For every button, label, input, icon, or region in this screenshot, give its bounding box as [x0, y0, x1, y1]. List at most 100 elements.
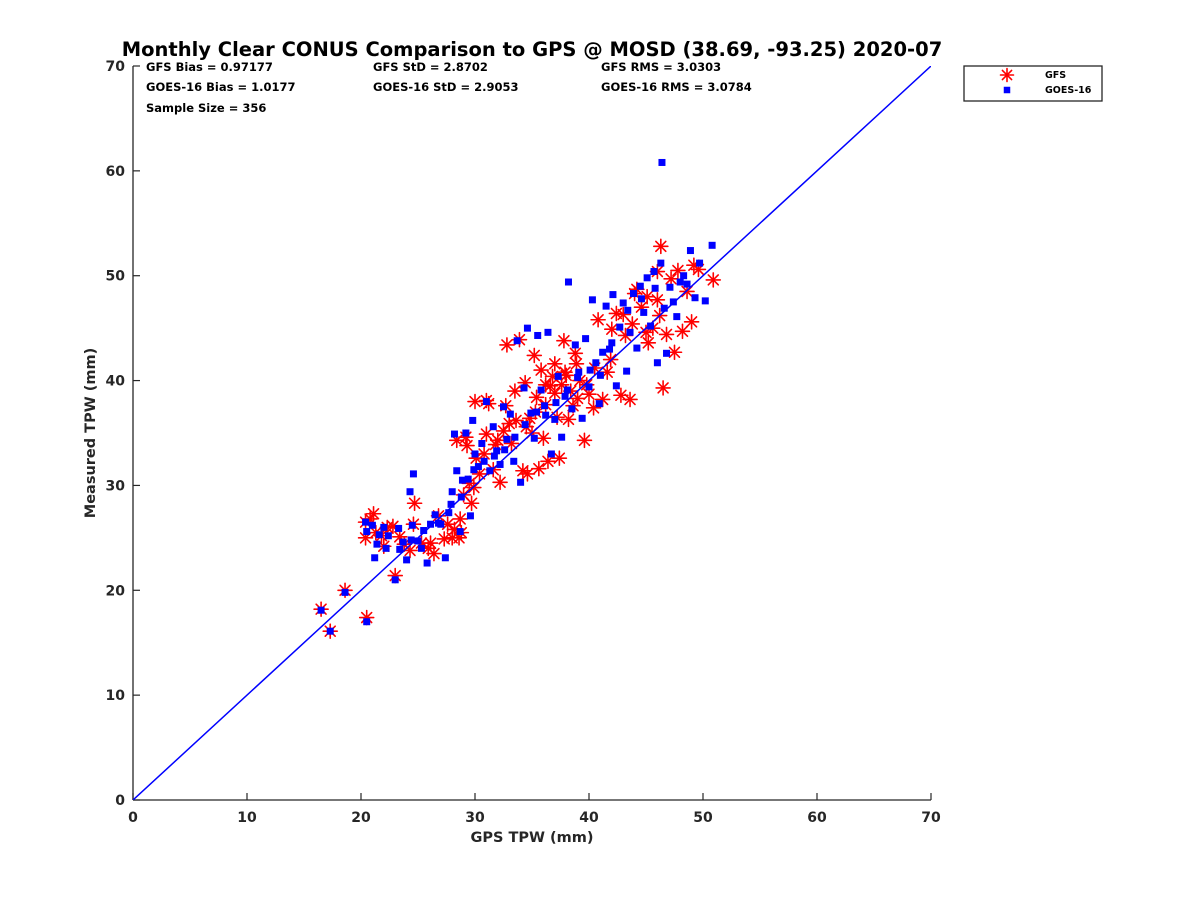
goes16-point — [585, 383, 593, 391]
goes16-point — [696, 259, 704, 267]
goes16-point — [482, 398, 490, 406]
sample-size-label: Sample Size = 356 — [146, 101, 266, 115]
legend-gfs-marker — [999, 67, 1015, 83]
x-tick-label: 0 — [128, 810, 138, 826]
goes16-point — [561, 392, 569, 400]
goes16-point — [608, 339, 616, 347]
gfs-point — [670, 262, 686, 279]
goes16-point — [636, 282, 644, 290]
ticks-layer: 0 10 20 30 40 50 60 70 0 10 20 30 40 50 60 70 — [106, 59, 941, 826]
y-axis-label: Measured TPW (mm) — [83, 348, 99, 518]
goes16-point — [606, 345, 614, 353]
data-layer — [133, 66, 931, 800]
goes16-point — [683, 280, 691, 288]
goes16-point — [616, 323, 624, 331]
gfs-point — [519, 466, 536, 482]
gfs-rms-label: GFS RMS = 3.0303 — [601, 60, 721, 74]
gfs-point — [653, 238, 669, 255]
gfs-point — [546, 355, 563, 372]
goes16-point — [457, 493, 465, 501]
goes16-point — [647, 322, 655, 330]
gfs-point — [655, 380, 671, 396]
gfs-point — [576, 432, 593, 449]
goes16-point — [542, 411, 550, 419]
goes16-point — [658, 158, 666, 166]
y-tick-label: 70 — [106, 59, 126, 75]
plot-area: 0 10 20 30 40 50 60 70 0 10 20 30 40 50 60 70 — [106, 59, 941, 826]
goes16-point — [643, 274, 651, 282]
goes16-point — [521, 421, 529, 429]
goes16-rms-label: GOES-16 RMS = 3.0784 — [601, 80, 752, 94]
x-tick-label: 70 — [921, 810, 941, 826]
goes16-point — [592, 359, 600, 367]
x-tick-label: 50 — [693, 810, 713, 826]
goes16-point — [586, 366, 594, 374]
gfs-point — [466, 479, 482, 496]
gfs-point — [557, 364, 573, 380]
goes16-point — [496, 460, 504, 468]
y-tick-label: 50 — [106, 269, 126, 285]
goes16-point — [534, 331, 542, 339]
goes16-point — [506, 410, 514, 418]
goes16-point — [441, 554, 449, 562]
goes16-point — [380, 523, 388, 531]
goes16-point — [624, 306, 632, 314]
goes16-point — [686, 247, 694, 255]
goes16-point — [403, 556, 411, 564]
goes16-point — [406, 488, 414, 496]
goes16-point — [537, 386, 545, 394]
goes16-point — [435, 519, 443, 527]
x-axis-label: GPS TPW (mm) — [470, 830, 593, 846]
goes16-point — [595, 400, 603, 408]
goes16-point — [653, 359, 661, 367]
gfs-point — [560, 411, 577, 428]
goes16-point — [626, 328, 634, 336]
gfs-point — [546, 385, 563, 401]
goes16-point — [533, 408, 541, 416]
goes16-point — [663, 349, 671, 357]
goes16-point — [431, 511, 439, 519]
goes16-point — [547, 450, 555, 458]
legend-gfs-label: GFS — [1045, 70, 1066, 81]
goes16-point — [520, 384, 528, 392]
goes16-point — [660, 304, 668, 312]
goes16-point — [501, 446, 509, 454]
goes16-point — [596, 371, 604, 379]
goes16-point — [450, 430, 458, 438]
goes16-point — [417, 544, 425, 552]
goes16-point — [427, 520, 435, 528]
gfs-point — [663, 271, 679, 287]
goes16-point — [527, 409, 535, 417]
x-tick-label: 40 — [579, 810, 599, 826]
y-tick-label: 40 — [106, 374, 126, 390]
goes16-point — [563, 386, 571, 394]
goes16-point — [554, 372, 562, 380]
goes16-point — [666, 283, 674, 291]
gfs-point — [705, 272, 722, 288]
goes16-point — [511, 433, 519, 441]
goes16-point — [414, 537, 422, 545]
goes16-point — [490, 452, 498, 460]
gfs-point — [624, 316, 641, 332]
legend-box — [963, 65, 1103, 102]
goes16-point — [447, 500, 455, 508]
goes16-point — [474, 463, 482, 471]
goes16-point — [637, 295, 645, 303]
goes16-point — [500, 403, 507, 411]
goes16-point — [530, 434, 538, 442]
goes16-point — [574, 373, 582, 381]
goes16-point — [375, 531, 383, 539]
legend-goes16-square — [1003, 86, 1011, 94]
goes16-point — [701, 297, 709, 305]
gfs-point — [531, 460, 547, 477]
gfs-point — [556, 332, 572, 349]
goes16-point — [341, 588, 349, 596]
goes16-point — [396, 545, 404, 553]
goes16-point — [551, 415, 559, 423]
goes16-point — [517, 478, 525, 486]
goes16-point — [399, 538, 407, 546]
chart-title: Monthly Clear CONUS Comparison to GPS @ … — [122, 38, 943, 61]
goes16-point — [676, 278, 684, 286]
y-tick-label: 20 — [106, 583, 126, 599]
